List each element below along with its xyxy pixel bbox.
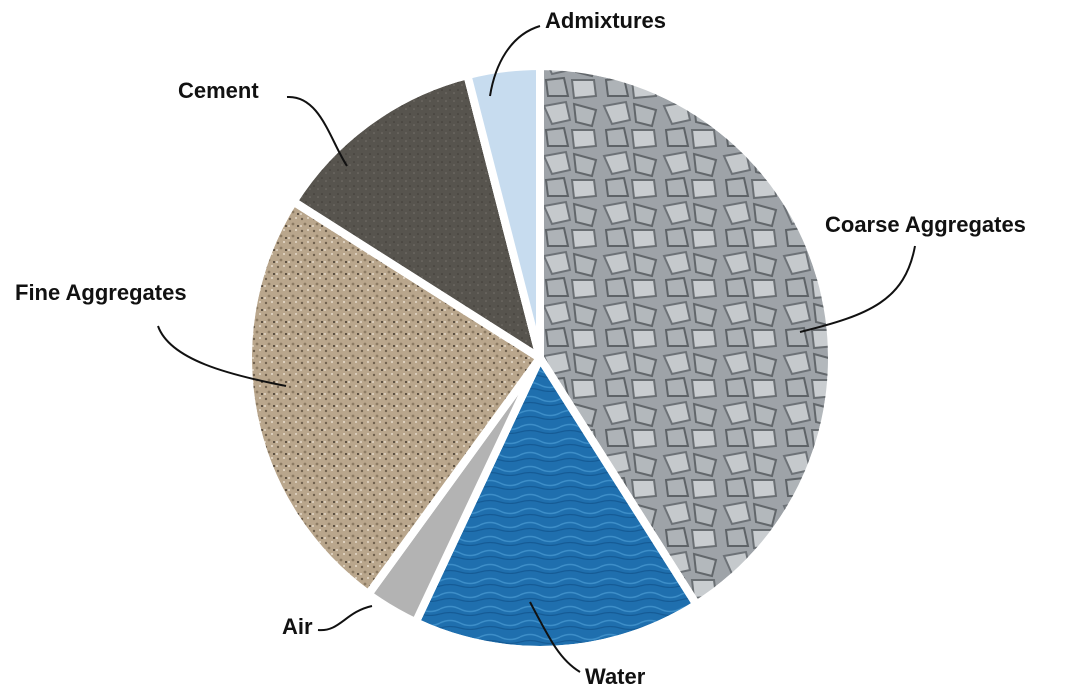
slice-texture [411,354,701,654]
leader-line [317,605,373,632]
pie [244,62,836,654]
slice-label: Fine Aggregates [15,280,187,305]
labels: Coarse Aggregates Water Air Fine Aggregates… [15,8,1026,689]
slice-label: Coarse Aggregates [825,212,1026,237]
slice-label: Cement [178,78,259,103]
leader-line [799,245,916,333]
slice-texture [244,197,544,599]
slice-label: Admixtures [545,8,666,33]
slice-texture [463,62,544,362]
slice-label: Water [585,664,646,689]
leader-line [157,325,287,387]
leader-line [489,25,541,97]
slice-texture [289,71,544,362]
leader-line [286,95,348,167]
slice-label: Air [282,614,313,639]
leader-line [529,601,581,673]
